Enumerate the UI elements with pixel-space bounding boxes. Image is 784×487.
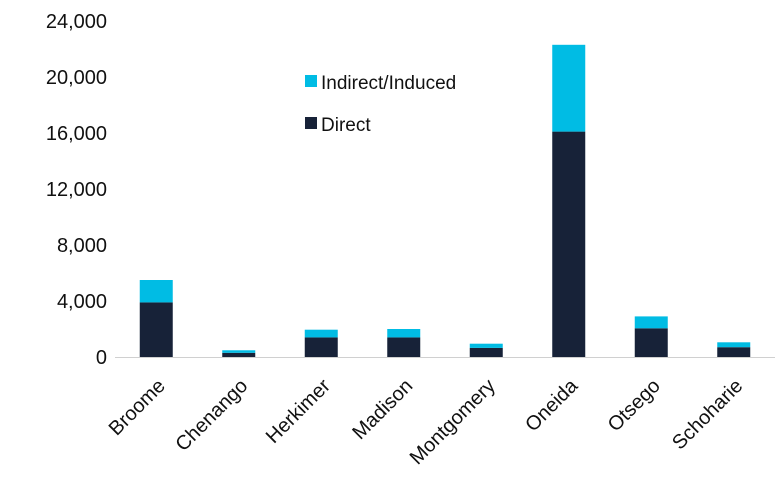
y-tick-label: 12,000 xyxy=(46,179,107,201)
bar-direct-madison xyxy=(387,337,421,357)
bar-indirect-induced-broome xyxy=(139,280,173,303)
x-tick-label: Madison xyxy=(348,375,417,444)
x-tick-label: Herkimer xyxy=(262,375,335,448)
bar-indirect-induced-madison xyxy=(387,329,421,338)
y-tick-label: 24,000 xyxy=(46,11,107,33)
bar-direct-herkimer xyxy=(304,337,338,357)
bar-direct-broome xyxy=(139,302,173,357)
bar-direct-chenango xyxy=(222,352,256,357)
bar-indirect-induced-oneida xyxy=(552,44,586,132)
y-axis: 0 4,000 8,000 12,000 16,000 20,000 24,000 xyxy=(46,11,107,369)
legend-label-direct: Direct xyxy=(321,115,371,136)
x-tick-label: Otsego xyxy=(604,375,665,436)
bar-indirect-induced-otsego xyxy=(634,316,668,329)
legend-swatch-indirect-induced xyxy=(305,75,317,87)
x-tick-label: Chenango xyxy=(172,375,253,456)
bar-indirect-induced-schoharie xyxy=(717,342,751,348)
x-tick-label: Montgomery xyxy=(406,375,500,469)
bar-indirect-induced-chenango xyxy=(222,350,256,353)
legend-swatch-direct xyxy=(305,117,317,129)
legend-label-indirect-induced: Indirect/Induced xyxy=(321,73,456,94)
bars xyxy=(139,44,751,357)
bar-direct-otsego xyxy=(634,328,668,357)
y-tick-label: 20,000 xyxy=(46,67,107,89)
legend: Indirect/Induced Direct xyxy=(305,73,456,136)
x-tick-label: Schoharie xyxy=(668,375,747,454)
bar-direct-montgomery xyxy=(469,347,503,357)
bar-direct-oneida xyxy=(552,131,586,357)
y-tick-label: 4,000 xyxy=(57,291,107,313)
x-tick-label: Broome xyxy=(105,375,170,440)
y-tick-label: 16,000 xyxy=(46,123,107,145)
y-tick-label: 0 xyxy=(96,347,107,369)
y-tick-label: 8,000 xyxy=(57,235,107,257)
x-tick-label: Oneida xyxy=(521,374,583,436)
bar-indirect-induced-herkimer xyxy=(304,329,338,338)
bar-indirect-induced-montgomery xyxy=(469,343,503,348)
bar-direct-schoharie xyxy=(717,347,751,357)
